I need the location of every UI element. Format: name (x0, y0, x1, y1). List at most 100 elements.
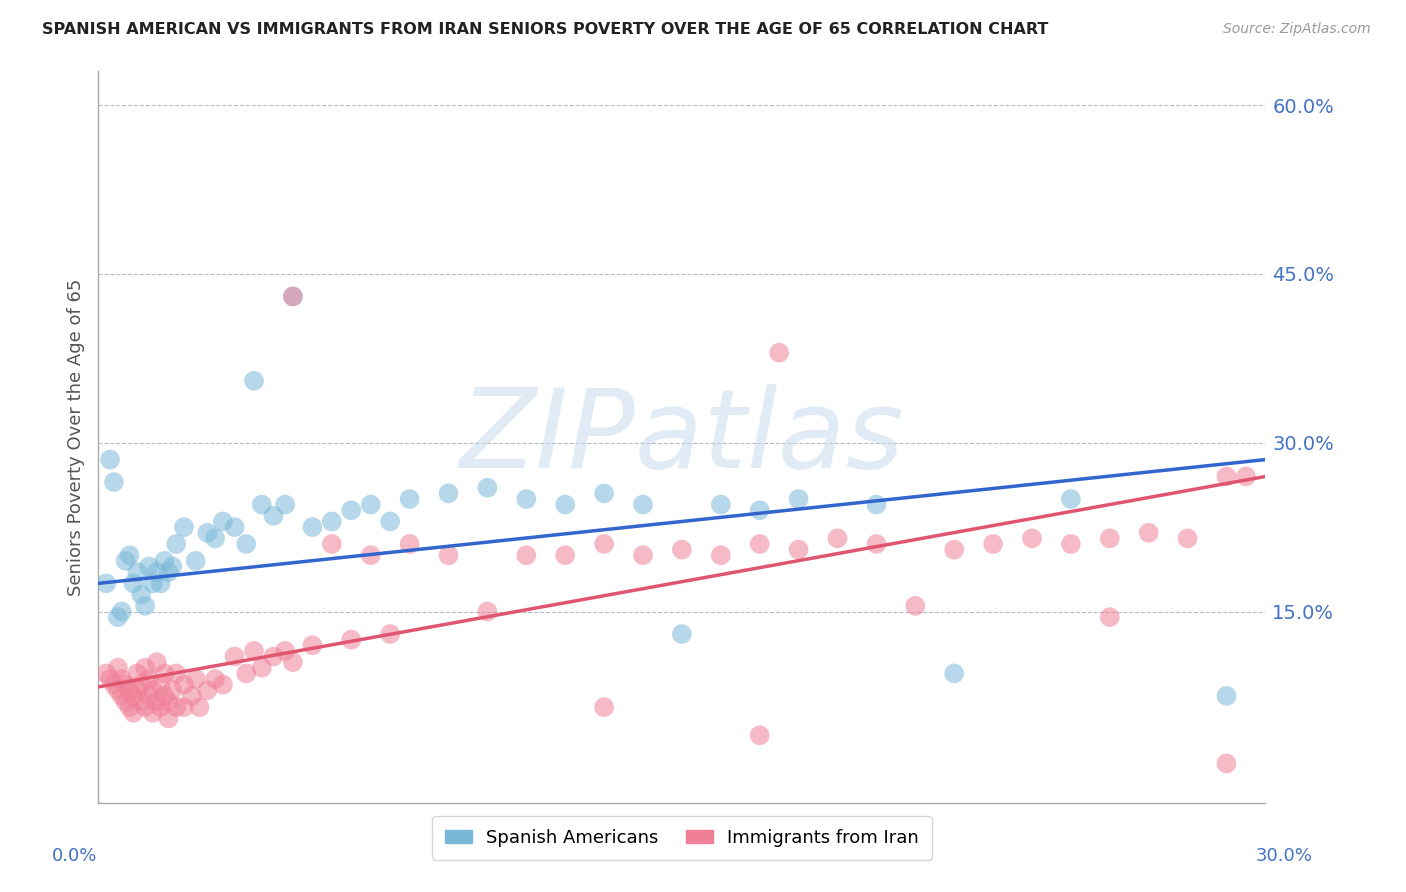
Point (103, 678, 125, 692)
Point (212, 515, 235, 529)
Point (111, 672, 134, 686)
Point (165, 700, 187, 714)
Point (188, 700, 211, 714)
Point (165, 666, 187, 681)
Point (593, 700, 616, 714)
Point (157, 711, 180, 725)
Point (865, 498, 887, 512)
Point (554, 498, 576, 512)
Point (122, 706, 145, 720)
Point (710, 548, 733, 562)
Text: 30.0%: 30.0% (1256, 847, 1312, 864)
Point (127, 683, 149, 698)
Point (173, 678, 195, 692)
Point (134, 661, 156, 675)
Point (437, 548, 460, 562)
Point (184, 672, 207, 686)
Point (107, 610, 129, 624)
Point (153, 689, 176, 703)
Point (631, 548, 654, 562)
Point (114, 554, 136, 568)
Point (180, 689, 202, 703)
Point (398, 537, 420, 551)
Point (748, 728, 770, 742)
Point (380, 515, 402, 529)
Legend: Spanish Americans, Immigrants from Iran: Spanish Americans, Immigrants from Iran (432, 816, 932, 860)
Point (904, 599, 927, 613)
Point (138, 559, 160, 574)
Point (142, 683, 165, 698)
Point (157, 694, 180, 708)
Point (243, 644, 266, 658)
Point (162, 683, 184, 698)
Point (138, 689, 160, 703)
Point (981, 537, 1004, 551)
Point (1177, 532, 1199, 546)
Point (134, 599, 156, 613)
Point (1215, 756, 1237, 771)
Point (360, 498, 382, 512)
Point (184, 554, 207, 568)
Point (111, 605, 134, 619)
Point (96, 576, 118, 591)
Point (943, 542, 966, 557)
Point (235, 666, 257, 681)
Point (787, 491, 810, 506)
Point (127, 565, 149, 579)
Point (204, 532, 226, 546)
Point (98, 452, 121, 467)
Point (437, 486, 460, 500)
Point (281, 655, 304, 669)
Point (865, 537, 887, 551)
Point (340, 503, 363, 517)
Point (157, 565, 180, 579)
Point (107, 661, 129, 675)
Point (281, 289, 304, 303)
Point (515, 548, 537, 562)
Point (195, 525, 218, 540)
Point (943, 666, 966, 681)
Point (107, 683, 129, 698)
Text: Source: ZipAtlas.com: Source: ZipAtlas.com (1223, 22, 1371, 37)
Point (748, 503, 770, 517)
Point (1060, 491, 1083, 506)
Point (250, 661, 273, 675)
Point (1234, 469, 1257, 483)
Point (340, 632, 363, 647)
Point (129, 694, 152, 708)
Point (142, 576, 165, 591)
Point (1098, 532, 1121, 546)
Point (710, 498, 733, 512)
Point (149, 576, 172, 591)
Point (380, 627, 402, 641)
Point (142, 706, 165, 720)
Text: ZIPatlas: ZIPatlas (460, 384, 904, 491)
Point (122, 689, 145, 703)
Point (204, 672, 226, 686)
Point (477, 605, 499, 619)
Point (114, 678, 136, 692)
Point (212, 678, 235, 692)
Point (243, 374, 266, 388)
Point (235, 537, 257, 551)
Point (127, 666, 149, 681)
Point (827, 532, 849, 546)
Point (1137, 525, 1160, 540)
Point (360, 548, 382, 562)
Point (173, 700, 195, 714)
Point (162, 559, 184, 574)
Point (129, 588, 152, 602)
Point (787, 542, 810, 557)
Point (146, 565, 169, 579)
Point (593, 486, 616, 500)
Text: 0.0%: 0.0% (52, 847, 97, 864)
Point (631, 498, 654, 512)
Point (146, 694, 169, 708)
Point (149, 700, 172, 714)
Point (224, 649, 246, 664)
Point (274, 644, 297, 658)
Point (554, 548, 576, 562)
Point (768, 345, 790, 359)
Point (98, 672, 121, 686)
Point (515, 491, 537, 506)
